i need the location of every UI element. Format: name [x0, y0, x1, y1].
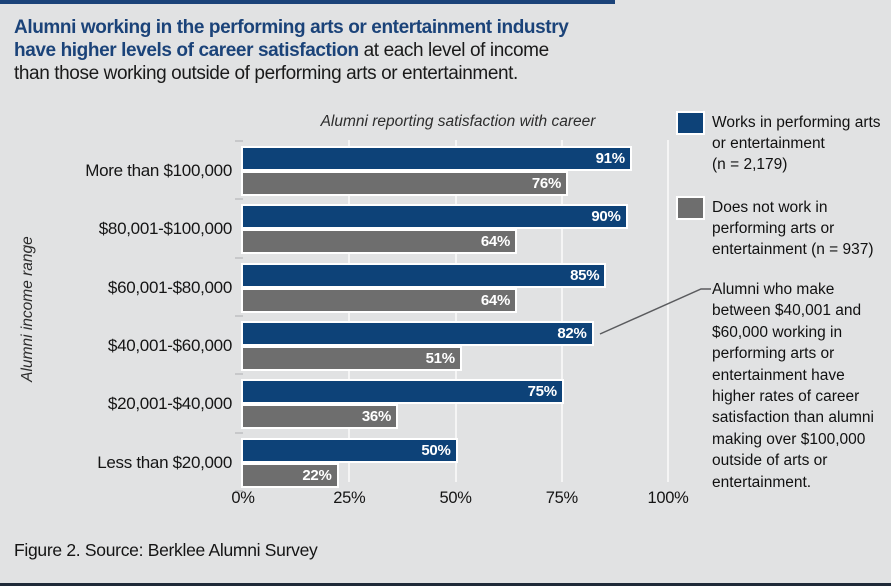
x-tick-label: 100% — [647, 489, 689, 507]
bar-value-label: 82% — [557, 324, 587, 342]
figure-title: Alumni working in the performing arts or… — [14, 16, 654, 85]
y-tick — [235, 198, 243, 201]
legend-label-not-in-arts: Does not work in performing arts or ente… — [712, 199, 874, 258]
bar-not-in-arts-4: 36% — [243, 406, 396, 428]
y-tick — [235, 373, 243, 376]
gridline — [667, 140, 669, 482]
bar-value-label: 50% — [421, 441, 451, 459]
gridline — [348, 140, 351, 482]
title-highlight-line1: Alumni working in the performing arts or… — [14, 17, 569, 38]
bar-value-label: 64% — [480, 291, 510, 309]
gridline — [454, 140, 457, 482]
plot-area: 91% 76% 90% 64% 85% 64% 82% 51% 75% 36% 50% 22% — [235, 140, 675, 492]
x-tick-label: 50% — [439, 489, 472, 507]
gridline — [560, 140, 563, 482]
bar-value-label: 22% — [302, 466, 332, 484]
bar-in-arts-3: 82% — [243, 322, 592, 344]
category-label: $80,001-$100,000 — [98, 219, 233, 239]
y-tick — [235, 140, 243, 142]
category-label: Less than $20,000 — [97, 452, 232, 472]
y-tick — [235, 256, 243, 259]
bar-not-in-arts-3: 51% — [243, 347, 460, 369]
legend-swatch-gray — [678, 198, 703, 218]
top-rule — [0, 0, 615, 4]
chart-legend: Works in performing arts or entertainmen… — [678, 112, 886, 282]
category-label: $20,001-$40,000 — [107, 394, 232, 414]
bar-value-label: 75% — [527, 383, 557, 401]
title-highlight-line2: have higher levels of career satisfactio… — [14, 40, 359, 61]
y-tick — [235, 314, 243, 317]
bar-not-in-arts-2: 64% — [243, 289, 515, 311]
x-axis: 0% 25% 50% 75% 100% — [231, 489, 693, 511]
category-label: More than $100,000 — [85, 161, 232, 180]
legend-label-works-in-arts: Works in performing arts or entertainmen… — [712, 114, 881, 173]
bar-in-arts-0: 91% — [243, 148, 630, 169]
legend-swatch-blue — [678, 113, 703, 133]
annotation-text: Alumni who make between $40,001 and $60,… — [712, 281, 874, 491]
bar-not-in-arts-0: 76% — [243, 173, 566, 194]
legend-item-not-in-arts: Does not work in performing arts or ente… — [678, 197, 886, 260]
y-tick — [235, 431, 243, 434]
bottom-rule — [0, 583, 891, 586]
bar-not-in-arts-5: 22% — [243, 464, 337, 486]
x-tick-label: 75% — [545, 489, 578, 507]
bar-in-arts-2: 85% — [243, 264, 605, 286]
bar-value-label: 90% — [591, 208, 621, 226]
x-tick-label: 25% — [333, 489, 366, 507]
chart-subtitle: Alumni reporting satisfaction with caree… — [320, 113, 596, 130]
bar-value-label: 76% — [531, 175, 561, 192]
bar-value-label: 91% — [595, 150, 625, 167]
bar-in-arts-4: 75% — [243, 381, 562, 403]
category-label: $60,001-$80,000 — [107, 277, 232, 297]
title-plain-line2: at each level of income — [358, 40, 550, 61]
category-labels: More than $100,000 $80,001-$100,000 $60,00… — [0, 140, 232, 486]
bar-value-label: 51% — [425, 349, 455, 367]
bar-not-in-arts-1: 64% — [243, 231, 515, 253]
legend-item-works-in-arts: Works in performing arts or entertainmen… — [678, 112, 886, 175]
bar-in-arts-5: 50% — [243, 439, 456, 461]
x-tick-label: 0% — [231, 489, 255, 507]
title-plain-line3: than those working outside of performing… — [14, 63, 518, 84]
bar-value-label: 85% — [570, 266, 600, 284]
figure-source-caption: Figure 2. Source: Berklee Alumni Survey — [14, 540, 318, 560]
category-label: $40,001-$60,000 — [107, 335, 232, 355]
y-tick — [235, 489, 243, 492]
bar-value-label: 64% — [480, 233, 510, 251]
bar-value-label: 36% — [361, 408, 391, 426]
bar-in-arts-1: 90% — [243, 206, 626, 228]
